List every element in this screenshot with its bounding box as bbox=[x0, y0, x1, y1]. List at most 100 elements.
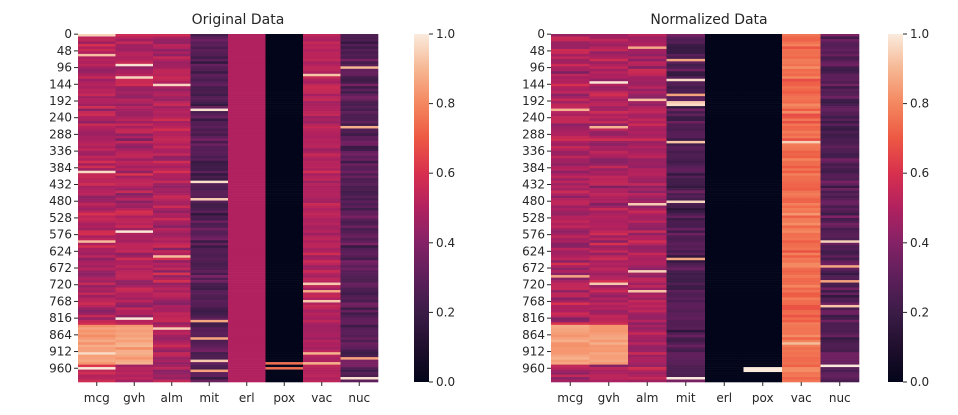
heatmap-cell bbox=[153, 38, 191, 42]
heatmap-cell bbox=[551, 140, 590, 144]
heatmap-cell bbox=[589, 232, 629, 236]
heatmap-cell bbox=[666, 153, 706, 157]
colorbar bbox=[888, 34, 903, 382]
heatmap-cell bbox=[782, 210, 821, 214]
heatmap-cell bbox=[743, 362, 783, 365]
heatmap-cell bbox=[190, 68, 229, 72]
heatmap-cell bbox=[628, 38, 667, 42]
heatmap-cell bbox=[589, 324, 629, 328]
heatmap-cell bbox=[115, 173, 154, 176]
x-tick-label: alm bbox=[636, 391, 658, 405]
heatmap-cell bbox=[265, 208, 304, 211]
heatmap-cell bbox=[228, 148, 266, 152]
heatmap-cell bbox=[190, 98, 229, 102]
heatmap-cell bbox=[78, 324, 116, 328]
heatmap-cell bbox=[115, 314, 154, 318]
heatmap-cell bbox=[190, 280, 229, 283]
heatmap-cell bbox=[228, 225, 266, 229]
heatmap-cell bbox=[705, 155, 744, 159]
heatmap-cell bbox=[228, 208, 266, 211]
heatmap-cell bbox=[628, 43, 667, 47]
heatmap-cell bbox=[340, 230, 379, 234]
heatmap-cell bbox=[551, 121, 590, 124]
heatmap-cell bbox=[153, 108, 191, 112]
heatmap-cell bbox=[628, 352, 667, 355]
heatmap-cell bbox=[589, 88, 629, 92]
heatmap-cell bbox=[589, 272, 629, 276]
heatmap-cell bbox=[115, 297, 154, 301]
heatmap-cell bbox=[190, 285, 229, 288]
heatmap-cell bbox=[782, 212, 821, 216]
heatmap-cell bbox=[705, 118, 744, 122]
heatmap-cell bbox=[190, 138, 229, 142]
heatmap-cell bbox=[78, 240, 116, 244]
heatmap-cell bbox=[666, 367, 706, 370]
heatmap-cell bbox=[265, 86, 304, 89]
heatmap-cell bbox=[303, 297, 341, 301]
heatmap-cell bbox=[589, 200, 629, 204]
heatmap-cell bbox=[666, 58, 706, 62]
heatmap-cell bbox=[820, 83, 860, 87]
heatmap-cell bbox=[705, 185, 744, 189]
heatmap-cell bbox=[153, 235, 191, 239]
heatmap-cell bbox=[228, 240, 266, 244]
heatmap-cell bbox=[153, 312, 191, 316]
heatmap-cell bbox=[228, 140, 266, 144]
heatmap-cell bbox=[782, 339, 821, 343]
heatmap-cell bbox=[303, 163, 341, 167]
heatmap-cell bbox=[666, 185, 706, 189]
heatmap-cell bbox=[743, 324, 783, 328]
heatmap-cell bbox=[589, 71, 629, 75]
heatmap-cell bbox=[153, 180, 191, 184]
heatmap-cell bbox=[782, 295, 821, 298]
heatmap-cell bbox=[115, 367, 154, 370]
heatmap-cell bbox=[551, 322, 590, 326]
heatmap-cell bbox=[190, 222, 229, 226]
heatmap-cell bbox=[115, 245, 154, 249]
heatmap-cell bbox=[628, 267, 667, 271]
heatmap-cell bbox=[153, 36, 191, 40]
heatmap-cell bbox=[340, 277, 379, 281]
heatmap-cell bbox=[153, 198, 191, 201]
heatmap-cell bbox=[551, 173, 590, 176]
heatmap-cell bbox=[228, 81, 266, 85]
heatmap-cell bbox=[551, 339, 590, 343]
heatmap-cell bbox=[589, 242, 629, 246]
heatmap-cell bbox=[265, 344, 304, 348]
heatmap-cell bbox=[705, 307, 744, 311]
heatmap-cell bbox=[589, 98, 629, 102]
heatmap-cell bbox=[228, 215, 266, 219]
heatmap-cell bbox=[265, 53, 304, 57]
heatmap-cell bbox=[551, 282, 590, 286]
heatmap-cell bbox=[589, 175, 629, 179]
heatmap-cell bbox=[115, 103, 154, 107]
heatmap-cell bbox=[551, 113, 590, 117]
heatmap-cell bbox=[303, 128, 341, 132]
heatmap-cell bbox=[228, 372, 266, 375]
heatmap-cell bbox=[705, 282, 744, 286]
heatmap-cell bbox=[303, 130, 341, 134]
heatmap-cell bbox=[589, 41, 629, 45]
heatmap-cell bbox=[551, 257, 590, 261]
heatmap-cell bbox=[820, 140, 860, 144]
heatmap-cell bbox=[190, 332, 229, 336]
heatmap-cell bbox=[820, 178, 860, 181]
heatmap-cell bbox=[340, 155, 379, 159]
heatmap-cell bbox=[628, 287, 667, 291]
heatmap-cell bbox=[666, 135, 706, 139]
heatmap-cell bbox=[190, 190, 229, 194]
heatmap-cell bbox=[820, 230, 860, 234]
heatmap-cell bbox=[628, 362, 667, 365]
heatmap-cell bbox=[743, 133, 783, 137]
heatmap-cell bbox=[666, 247, 706, 251]
heatmap-cell bbox=[743, 53, 783, 57]
heatmap-cell bbox=[551, 111, 590, 114]
heatmap-cell bbox=[628, 198, 667, 201]
heatmap-cell bbox=[340, 270, 379, 273]
heatmap-cell bbox=[190, 118, 229, 122]
heatmap-cell bbox=[190, 337, 229, 341]
heatmap-cell bbox=[153, 165, 191, 169]
heatmap-cell bbox=[303, 329, 341, 333]
heatmap-cell bbox=[340, 245, 379, 249]
heatmap-cell bbox=[666, 73, 706, 77]
